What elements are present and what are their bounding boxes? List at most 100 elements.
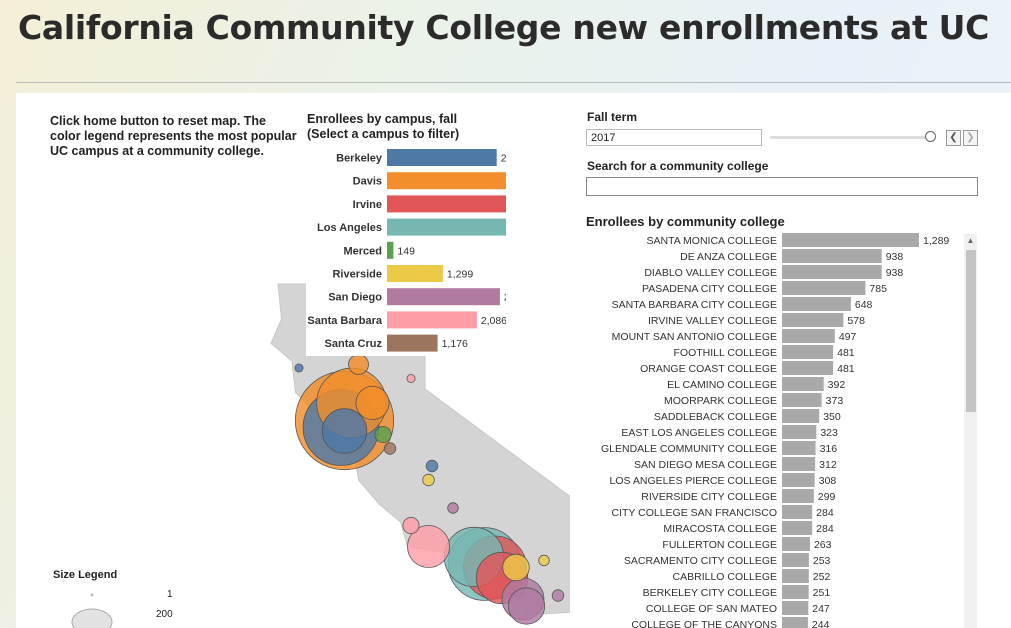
campus-label: Los Angeles: [317, 222, 382, 234]
campus-bar[interactable]: [387, 334, 438, 352]
college-bar[interactable]: [782, 569, 809, 583]
college-label: EL CAMINO COLLEGE: [667, 379, 777, 391]
college-value-label: 648: [855, 299, 873, 311]
fall-term-slider-handle[interactable]: [925, 131, 936, 142]
campus-label: Merced: [343, 245, 382, 257]
college-bar[interactable]: [782, 425, 817, 439]
college-bubble[interactable]: [406, 374, 416, 384]
cc-chart-title: Enrollees by community college: [586, 214, 785, 229]
college-bubble[interactable]: [538, 554, 550, 567]
college-bar[interactable]: [782, 233, 919, 247]
college-bar[interactable]: [782, 601, 809, 615]
college-bar[interactable]: [782, 457, 816, 471]
college-value-label: 1,289: [923, 235, 949, 247]
size-legend-marks: [71, 593, 113, 628]
college-label: SACRAMENTO CITY COLLEGE: [624, 555, 777, 567]
campus-value-label: 149: [397, 245, 415, 257]
california-map[interactable]: [270, 270, 570, 628]
scroll-up-icon[interactable]: ▲: [966, 236, 975, 245]
college-bar[interactable]: [782, 521, 813, 535]
college-bar[interactable]: [782, 537, 810, 551]
college-value-label: 785: [869, 283, 887, 295]
college-bar[interactable]: [782, 345, 834, 359]
college-bar[interactable]: [782, 281, 866, 295]
campus-chart-title-line1: Enrollees by campus, fall: [307, 112, 458, 126]
college-bar[interactable]: [782, 249, 882, 263]
campus-bar[interactable]: [387, 172, 506, 190]
college-value-label: 284: [816, 507, 834, 519]
page-title: California Community College new enrollm…: [18, 8, 990, 47]
campus-bar[interactable]: [387, 241, 394, 259]
college-bar[interactable]: [782, 329, 835, 343]
college-value-label: 350: [823, 411, 841, 423]
campus-bar[interactable]: [387, 288, 500, 306]
chevron-right-icon: ❯: [966, 132, 975, 143]
college-bar[interactable]: [782, 409, 820, 423]
college-bar[interactable]: [782, 617, 808, 628]
college-label: IRVINE VALLEY COLLEGE: [648, 315, 777, 327]
campus-label: Irvine: [353, 199, 382, 211]
college-bubble[interactable]: [348, 354, 369, 375]
search-input[interactable]: [586, 177, 978, 196]
college-bubble[interactable]: [422, 473, 435, 487]
fall-term-input[interactable]: 2017: [586, 129, 762, 146]
college-label: FULLERTON COLLEGE: [662, 539, 777, 551]
college-value-label: 497: [839, 331, 857, 343]
college-bar[interactable]: [782, 489, 814, 503]
college-label: FOOTHILL COLLEGE: [674, 347, 777, 359]
college-label: CABRILLO COLLEGE: [673, 571, 777, 583]
fall-term-label: Fall term: [587, 110, 638, 124]
campus-value-label: 1,299: [447, 269, 473, 281]
college-label: GLENDALE COMMUNITY COLLEGE: [601, 443, 777, 455]
college-bubble[interactable]: [502, 553, 530, 582]
fall-term-slider[interactable]: [770, 136, 930, 139]
next-term-button[interactable]: ❯: [963, 130, 978, 146]
college-bar[interactable]: [782, 393, 822, 407]
campus-bar[interactable]: [387, 195, 506, 213]
college-bar[interactable]: [782, 585, 809, 599]
college-bar[interactable]: [782, 377, 824, 391]
scrollbar-thumb[interactable]: [966, 250, 976, 412]
college-bubble[interactable]: [321, 408, 368, 454]
community-college-bar-chart[interactable]: SANTA MONICA COLLEGE 1,289 DE ANZA COLLEGE…: [586, 232, 962, 628]
campus-label: Davis: [353, 176, 382, 188]
college-bubble[interactable]: [425, 459, 439, 473]
college-value-label: 253: [813, 555, 831, 567]
college-bar[interactable]: [782, 505, 813, 519]
prev-term-button[interactable]: ❮: [946, 130, 961, 146]
college-bar[interactable]: [782, 265, 882, 279]
college-bubble[interactable]: [551, 589, 565, 602]
college-bar[interactable]: [782, 313, 844, 327]
college-bubble[interactable]: [294, 363, 304, 373]
size-legend-title: Size Legend: [53, 569, 118, 581]
college-bar[interactable]: [782, 473, 815, 487]
college-bubble[interactable]: [507, 587, 546, 625]
campus-label: San Diego: [328, 292, 382, 304]
campus-bar[interactable]: [387, 218, 506, 236]
college-label: SAN DIEGO MESA COLLEGE: [634, 459, 777, 471]
college-label: EAST LOS ANGELES COLLEGE: [621, 427, 777, 439]
college-bubble[interactable]: [447, 502, 459, 514]
college-bar[interactable]: [782, 441, 816, 455]
college-value-label: 284: [816, 523, 834, 535]
college-bubble[interactable]: [355, 386, 390, 421]
college-bar[interactable]: [782, 361, 834, 375]
college-bubble[interactable]: [374, 425, 392, 443]
college-label: COLLEGE OF SAN MATEO: [646, 603, 777, 615]
college-bubble[interactable]: [383, 442, 397, 455]
search-label: Search for a community college: [587, 159, 769, 173]
college-bar[interactable]: [782, 297, 851, 311]
college-value-label: 938: [886, 267, 904, 279]
college-value-label: 392: [828, 379, 846, 391]
college-bubble[interactable]: [402, 516, 420, 534]
college-bubble[interactable]: [407, 525, 450, 568]
college-label: DE ANZA COLLEGE: [680, 251, 777, 263]
college-value-label: 481: [837, 363, 855, 375]
campus-bar[interactable]: [387, 265, 443, 282]
college-label: SADDLEBACK COLLEGE: [654, 411, 777, 423]
chevron-left-icon: ❮: [949, 132, 958, 143]
campus-bar[interactable]: [387, 149, 497, 166]
college-bar[interactable]: [782, 553, 809, 567]
campus-bar[interactable]: [387, 311, 477, 329]
